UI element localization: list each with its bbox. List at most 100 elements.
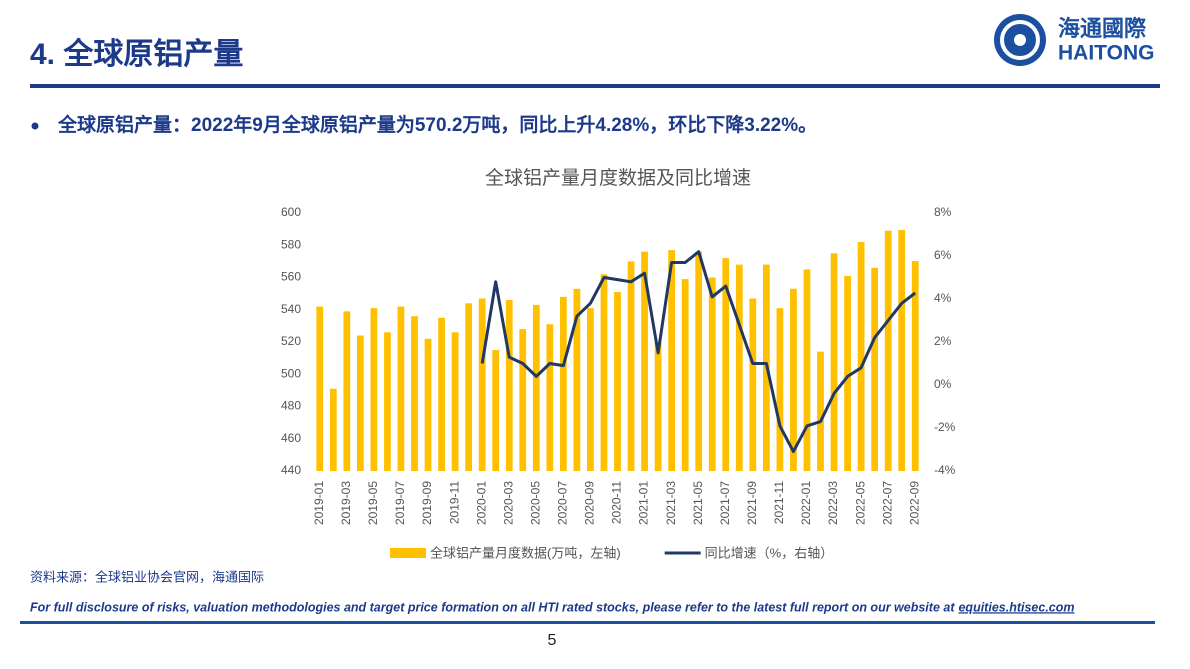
bar bbox=[356, 335, 364, 471]
bar bbox=[708, 277, 716, 471]
bar bbox=[681, 279, 689, 471]
page-number: 5 bbox=[548, 632, 557, 649]
bullet-dot bbox=[31, 122, 39, 130]
footer-rule bbox=[20, 621, 1155, 624]
x-tick-label: 2022-09 bbox=[907, 481, 921, 525]
y2-tick-label: 6% bbox=[934, 248, 952, 262]
bar bbox=[600, 274, 608, 471]
source: 资料来源：全球铝业协会官网，海通国际 bbox=[30, 569, 264, 584]
x-tick-label: 2019-01 bbox=[312, 481, 326, 525]
bar bbox=[884, 230, 892, 471]
bar bbox=[573, 288, 581, 471]
bar bbox=[546, 324, 554, 471]
x-tick-label: 2020-07 bbox=[556, 481, 570, 525]
bar bbox=[329, 388, 337, 471]
x-tick-label: 2019-11 bbox=[447, 481, 461, 524]
chart-title: 全球铝产量月度数据及同比增速 bbox=[485, 167, 751, 189]
bar bbox=[411, 316, 418, 471]
x-tick-label: 2022-03 bbox=[826, 481, 840, 525]
disclaimer: For full disclosure of risks, valuation … bbox=[30, 600, 955, 614]
bar bbox=[749, 298, 757, 471]
logo-cn: 海通國際 bbox=[1058, 16, 1147, 41]
x-tick-label: 2022-05 bbox=[853, 481, 867, 525]
y2-tick-label: 8% bbox=[934, 205, 952, 219]
y2-tick-label: -4% bbox=[934, 463, 956, 477]
bar bbox=[559, 296, 567, 471]
bar bbox=[384, 332, 391, 471]
x-tick-label: 2020-11 bbox=[610, 481, 624, 524]
y-tick-label: 500 bbox=[281, 366, 301, 380]
bar bbox=[451, 332, 459, 471]
x-tick-label: 2021-07 bbox=[718, 481, 732, 525]
bar bbox=[817, 351, 824, 471]
x-tick-label: 2021-09 bbox=[745, 481, 759, 525]
header-title: 4. 全球原铝产量 bbox=[30, 37, 243, 71]
x-tick-label: 2022-01 bbox=[799, 481, 813, 525]
bar bbox=[911, 261, 919, 471]
x-tick-label: 2021-11 bbox=[772, 481, 786, 524]
legend-label: 全球铝产量月度数据(万吨，左轴) bbox=[430, 545, 621, 560]
y2-tick-label: -2% bbox=[934, 420, 956, 434]
x-tick-label: 2020-05 bbox=[528, 481, 542, 525]
logo-icon bbox=[994, 14, 1046, 66]
bar bbox=[587, 308, 594, 471]
x-tick-label: 2021-01 bbox=[637, 481, 651, 525]
bar bbox=[627, 261, 635, 471]
bar bbox=[668, 250, 676, 471]
bar bbox=[424, 338, 432, 471]
bullet-text: 全球原铝产量：2022年9月全球原铝产量为570.2万吨，同比上升4.28%，环… bbox=[57, 113, 817, 136]
bar bbox=[370, 308, 378, 471]
website-link[interactable]: equities.htisec.com bbox=[958, 600, 1074, 614]
bar bbox=[776, 308, 784, 471]
bar bbox=[641, 251, 648, 471]
bar bbox=[830, 253, 838, 471]
x-tick-label: 2019-03 bbox=[339, 481, 353, 525]
x-tick-label: 2020-09 bbox=[583, 481, 597, 525]
x-tick-label: 2020-03 bbox=[501, 481, 515, 525]
line bbox=[480, 250, 917, 454]
bar bbox=[898, 229, 906, 471]
x-tick-label: 2019-05 bbox=[366, 481, 380, 525]
y2-tick-label: 4% bbox=[934, 291, 952, 305]
bar bbox=[614, 292, 621, 471]
x-tick-label: 2019-07 bbox=[393, 481, 407, 525]
y-tick-label: 540 bbox=[281, 302, 301, 316]
bar bbox=[695, 251, 703, 471]
y-tick-label: 440 bbox=[281, 463, 301, 477]
x-tick-label: 2019-09 bbox=[420, 481, 434, 525]
bar bbox=[465, 303, 473, 471]
bar bbox=[654, 342, 662, 471]
bar bbox=[803, 269, 811, 471]
bar bbox=[532, 304, 540, 471]
logo-en: HAITONG bbox=[1058, 42, 1154, 65]
y2-tick-label: 2% bbox=[934, 334, 952, 348]
y-tick-label: 480 bbox=[281, 399, 301, 413]
header-rule bbox=[30, 84, 1160, 88]
legend-label: 同比增速（%，右轴） bbox=[705, 545, 834, 560]
bar bbox=[857, 242, 865, 471]
x-tick-label: 2021-03 bbox=[664, 481, 678, 525]
bar bbox=[735, 264, 743, 471]
legend-swatch bbox=[390, 548, 426, 558]
bar bbox=[478, 298, 486, 471]
x-tick-label: 2021-05 bbox=[691, 481, 705, 525]
y-tick-label: 460 bbox=[281, 431, 301, 445]
bar bbox=[492, 350, 500, 471]
y-tick-label: 600 bbox=[281, 205, 301, 219]
bar bbox=[343, 311, 351, 471]
bar bbox=[844, 275, 851, 471]
y-tick-label: 560 bbox=[281, 270, 301, 284]
bar bbox=[438, 317, 445, 471]
bar bbox=[505, 300, 513, 471]
x-tick-label: 2022-07 bbox=[880, 481, 894, 525]
x-tick-label: 2020-01 bbox=[474, 481, 488, 525]
y-tick-label: 520 bbox=[281, 334, 301, 348]
bar bbox=[519, 329, 527, 471]
bar bbox=[871, 267, 879, 471]
bar bbox=[790, 288, 797, 471]
bar bbox=[397, 306, 405, 471]
bar bbox=[722, 258, 730, 471]
y-tick-label: 580 bbox=[281, 237, 301, 251]
